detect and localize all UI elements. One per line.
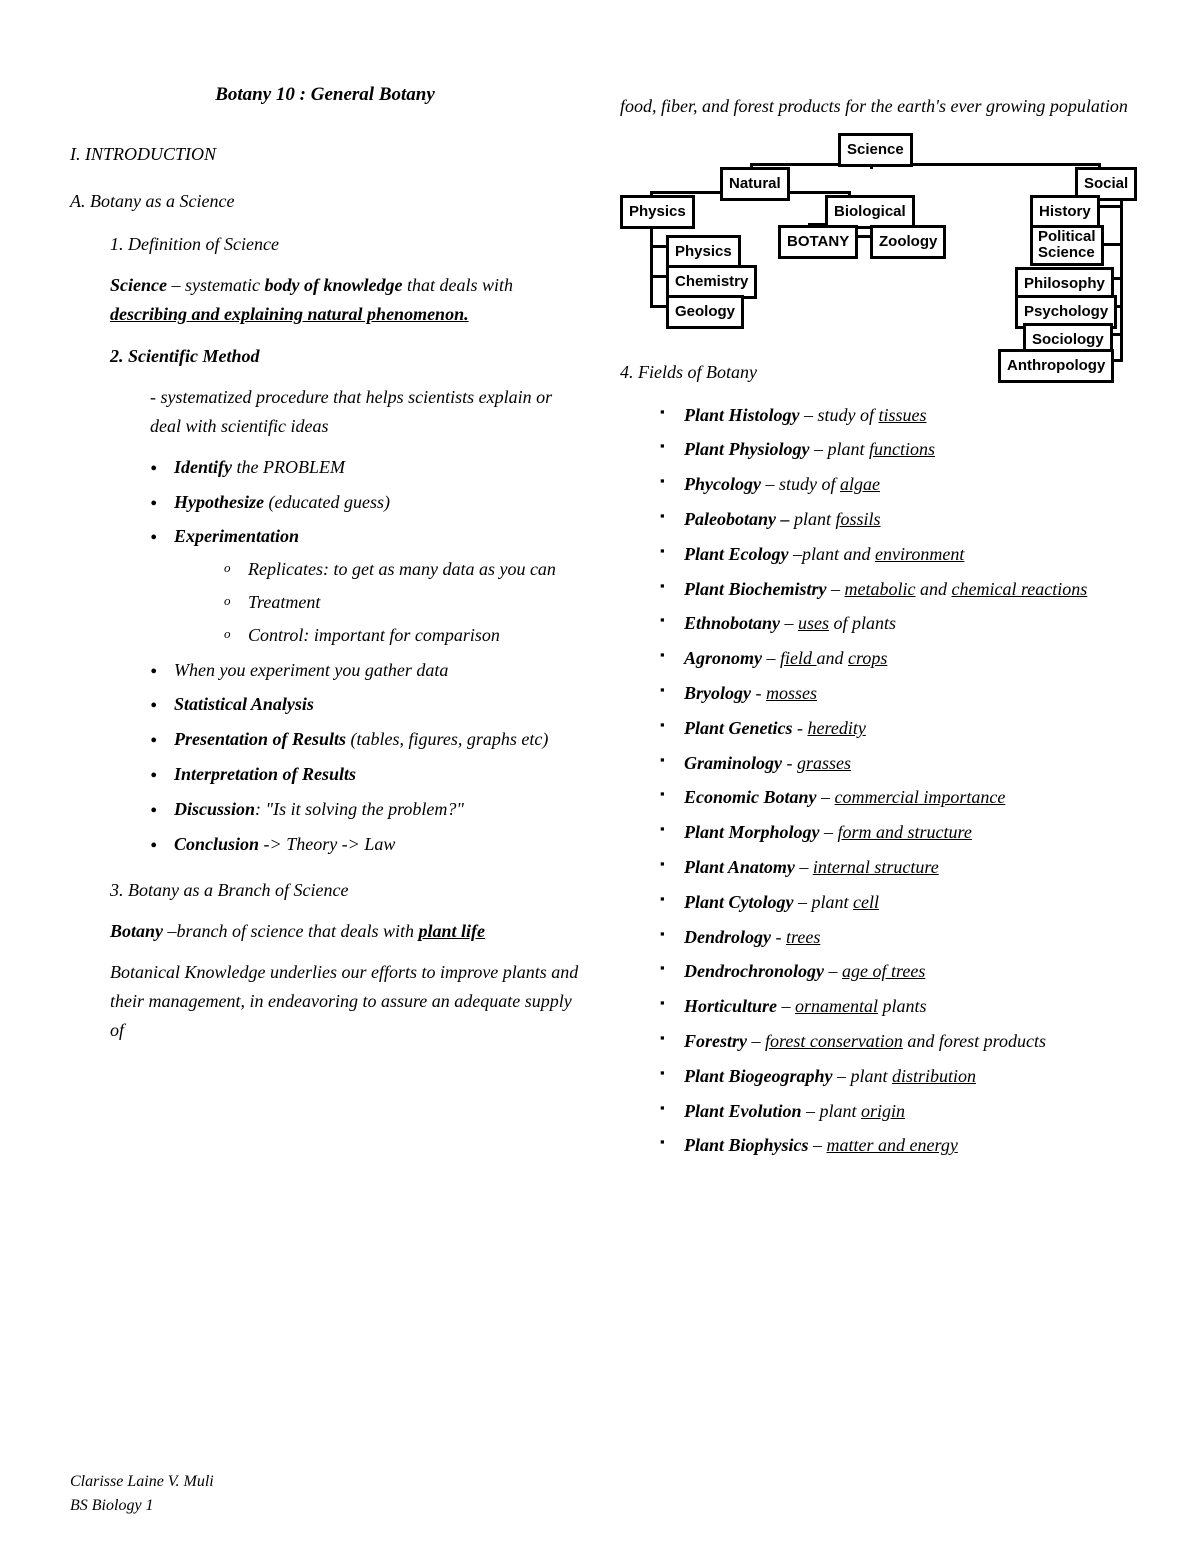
node-science: Science xyxy=(838,133,913,167)
list-item: Plant Ecology –plant and environment xyxy=(660,540,1140,569)
list-item: Statistical Analysis xyxy=(150,690,580,719)
page: Botany 10 : General Botany I. INTRODUCTI… xyxy=(0,0,1200,1553)
botany-def: Botany –branch of science that deals wit… xyxy=(110,917,580,946)
list-item: Presentation of Results (tables, figures… xyxy=(150,725,580,754)
footer-course: BS Biology 1 xyxy=(70,1494,214,1518)
list-item: Plant Histology – study of tissues xyxy=(660,401,1140,430)
left-column: Botany 10 : General Botany I. INTRODUCTI… xyxy=(70,80,580,1168)
t: -> Theory -> Law xyxy=(259,834,395,854)
section-3: 3. Botany as a Branch of Science xyxy=(110,876,580,905)
t: Botany xyxy=(110,921,163,941)
footer-name: Clarisse Laine V. Muli xyxy=(70,1470,214,1494)
t: : "Is it solving the problem?" xyxy=(255,799,464,819)
list-item: Bryology - mosses xyxy=(660,679,1140,708)
list-item: Agronomy – field and crops xyxy=(660,644,1140,673)
list-item: When you experiment you gather data xyxy=(150,656,580,685)
list-item: Conclusion -> Theory -> Law xyxy=(150,830,580,859)
list-item: Treatment xyxy=(224,588,580,617)
science-def: Science – systematic body of knowledge t… xyxy=(110,271,580,329)
list-item: Plant Evolution – plant origin xyxy=(660,1097,1140,1126)
list-item: Interpretation of Results xyxy=(150,760,580,789)
list-item: Plant Anatomy – internal structure xyxy=(660,853,1140,882)
list-item: Hypothesize (educated guess) xyxy=(150,488,580,517)
node-natural: Natural xyxy=(720,167,790,201)
list-item: Economic Botany – commercial importance xyxy=(660,783,1140,812)
science-tree-diagram: Science Natural Social Physics Biologica… xyxy=(620,133,1140,363)
list-item: Discussion: "Is it solving the problem?" xyxy=(150,795,580,824)
list-item: Plant Biogeography – plant distribution xyxy=(660,1062,1140,1091)
node-chemistry: Chemistry xyxy=(666,265,757,299)
sm-desc: - systematized procedure that helps scie… xyxy=(150,383,580,441)
list-item: Control: important for comparison xyxy=(224,621,580,650)
page-title: Botany 10 : General Botany xyxy=(70,80,580,110)
node-zoology: Zoology xyxy=(870,225,946,259)
list-item: Plant Genetics - heredity xyxy=(660,714,1140,743)
list-item: Paleobotany – plant fossils xyxy=(660,505,1140,534)
list-item: Plant Biophysics – matter and energy xyxy=(660,1131,1140,1160)
t: Presentation of Results xyxy=(174,729,346,749)
line xyxy=(750,163,1100,166)
list-item: Replicates: to get as many data as you c… xyxy=(224,555,580,584)
node-geology: Geology xyxy=(666,295,744,329)
t: – systematic xyxy=(167,275,264,295)
list-item: Dendrology - trees xyxy=(660,923,1140,952)
columns: Botany 10 : General Botany I. INTRODUCTI… xyxy=(70,80,1140,1168)
t: Conclusion xyxy=(174,834,259,854)
footer: Clarisse Laine V. Muli BS Biology 1 xyxy=(70,1470,214,1518)
list-item: Plant Cytology – plant cell xyxy=(660,888,1140,917)
list-item: Forestry – forest conservation and fores… xyxy=(660,1027,1140,1056)
right-column: food, fiber, and forest products for the… xyxy=(620,80,1140,1168)
t: the PROBLEM xyxy=(232,457,345,477)
list-item: Identify the PROBLEM xyxy=(150,453,580,482)
t: body of knowledge xyxy=(264,275,402,295)
node-botany: BOTANY xyxy=(778,225,858,259)
t: (educated guess) xyxy=(264,492,390,512)
list-item: Graminology - grasses xyxy=(660,749,1140,778)
section-1: I. INTRODUCTION xyxy=(70,140,580,169)
list-item: Plant Physiology – plant functions xyxy=(660,435,1140,464)
list-item: Ethnobotany – uses of plants xyxy=(660,609,1140,638)
node-polsci: PoliticalScience xyxy=(1030,225,1104,266)
line xyxy=(650,219,653,307)
list-item: Experimentation Replicates: to get as ma… xyxy=(150,522,580,649)
node-history: History xyxy=(1030,195,1100,229)
t: describing and explaining natural phenom… xyxy=(110,304,469,324)
node-anthropology: Anthropology xyxy=(998,349,1114,383)
t: Identify xyxy=(174,457,232,477)
list-item: Dendrochronology – age of trees xyxy=(660,957,1140,986)
t: Experimentation xyxy=(174,526,299,546)
t: Hypothesize xyxy=(174,492,264,512)
science-label: Science xyxy=(110,275,167,295)
t: (tables, figures, graphs etc) xyxy=(346,729,548,749)
node-physics: Physics xyxy=(620,195,695,229)
method-steps: Identify the PROBLEM Hypothesize (educat… xyxy=(150,453,580,859)
section-2: 2. Scientific Method xyxy=(110,342,580,371)
t: that deals with xyxy=(402,275,513,295)
experiment-sublist: Replicates: to get as many data as you c… xyxy=(224,555,580,649)
fields-list: Plant Histology – study of tissues Plant … xyxy=(660,401,1140,1161)
node-physics2: Physics xyxy=(666,235,741,269)
section-1-1: 1. Definition of Science xyxy=(110,230,580,259)
t: plant life xyxy=(418,921,485,941)
t: Statistical Analysis xyxy=(174,694,314,714)
node-biological: Biological xyxy=(825,195,915,229)
bk-para: Botanical Knowledge underlies our effort… xyxy=(110,958,580,1044)
list-item: Plant Biochemistry – metabolic and chemi… xyxy=(660,575,1140,604)
list-item: Phycology – study of algae xyxy=(660,470,1140,499)
list-item: Horticulture – ornamental plants xyxy=(660,992,1140,1021)
t: –branch of science that deals with xyxy=(163,921,418,941)
section-a: A. Botany as a Science xyxy=(70,187,580,216)
t: Discussion xyxy=(174,799,255,819)
t: Interpretation of Results xyxy=(174,764,356,784)
list-item: Plant Morphology – form and structure xyxy=(660,818,1140,847)
cont-para: food, fiber, and forest products for the… xyxy=(620,92,1140,121)
